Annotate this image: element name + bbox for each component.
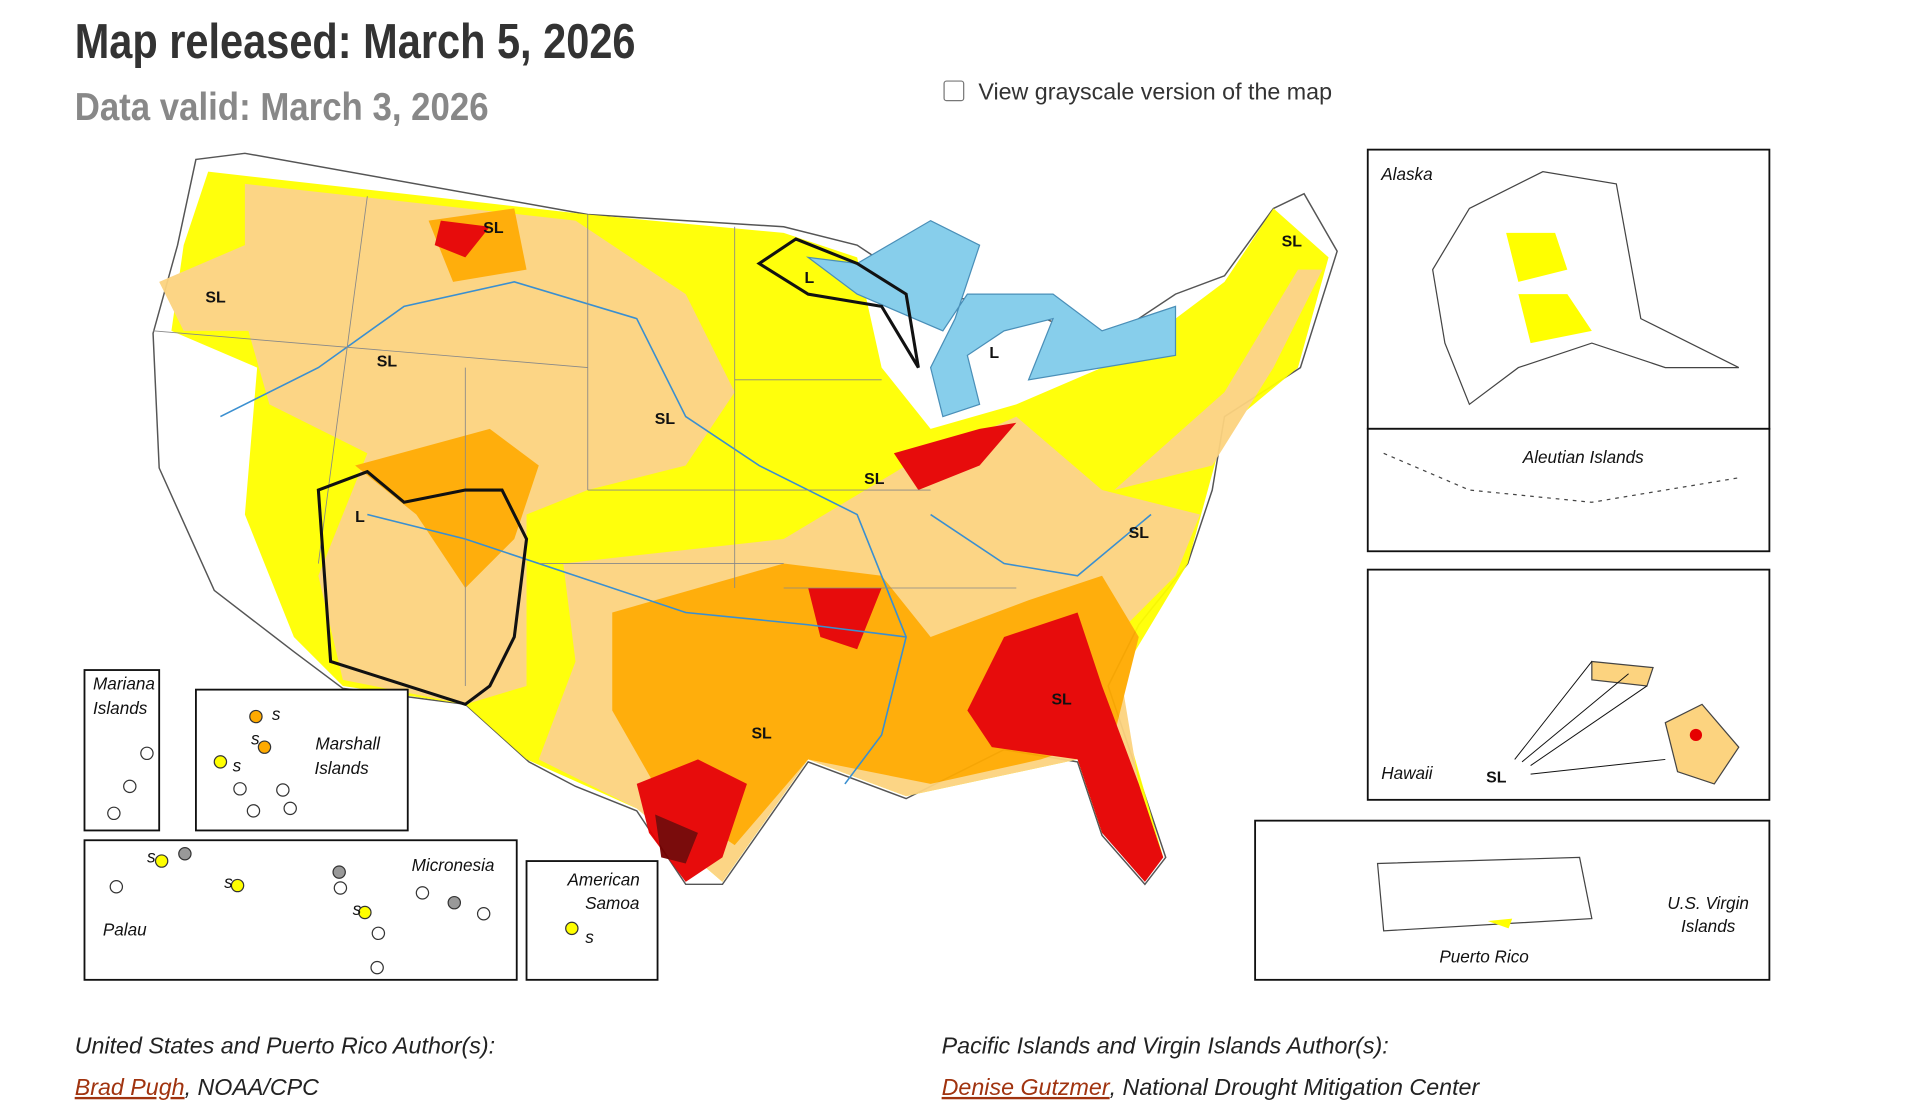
- author-link[interactable]: Brad Pugh: [75, 1074, 185, 1100]
- pacific-authors-heading: Pacific Islands and Virgin Islands Autho…: [942, 1032, 1389, 1058]
- us-author: Brad Pugh, NOAA/CPC: [75, 1074, 319, 1100]
- grayscale-checkbox[interactable]: [943, 80, 965, 102]
- region-label: SL: [205, 290, 226, 307]
- region-label: L: [805, 270, 815, 287]
- inset-label: Mariana: [93, 674, 155, 694]
- map-title: Map released: March 5, 2026: [75, 15, 636, 69]
- inset-label: Aleutian Islands: [1522, 447, 1644, 467]
- region-label: L: [989, 345, 999, 362]
- inset-label: Micronesia: [412, 855, 495, 875]
- region-label: SL: [1051, 691, 1072, 708]
- site-label: s: [147, 846, 156, 866]
- data-valid: Data valid: March 3, 2026: [75, 86, 489, 129]
- site-label: s: [585, 927, 594, 947]
- site-label: s: [224, 872, 233, 892]
- inset-label: Islands: [1681, 916, 1736, 936]
- inset-label: Islands: [93, 698, 148, 718]
- inset-label: Marshall: [315, 734, 381, 754]
- inset-label: Islands: [314, 758, 369, 778]
- author-link[interactable]: Denise Gutzmer: [942, 1074, 1111, 1100]
- inset-label: Palau: [103, 920, 147, 940]
- inset-label: Puerto Rico: [1439, 947, 1528, 967]
- site-label: s: [251, 729, 260, 749]
- region-label: L: [355, 509, 365, 526]
- region-label: SL: [377, 353, 398, 370]
- pacific-author: Denise Gutzmer, National Drought Mitigat…: [942, 1074, 1481, 1100]
- affiliation: , National Drought Mitigation Center: [1110, 1074, 1481, 1100]
- site-label: s: [272, 704, 281, 724]
- inset-label: U.S. Virgin: [1667, 893, 1749, 913]
- region-label: SL: [655, 411, 676, 428]
- inset-label: American: [567, 870, 640, 890]
- region-label: SL: [1129, 525, 1150, 542]
- region-label: SL: [1486, 770, 1507, 787]
- region-label: SL: [864, 471, 885, 488]
- inset-label: Samoa: [585, 893, 639, 913]
- insets: [83, 148, 1771, 981]
- site-label: s: [233, 756, 242, 776]
- drought-map: [152, 152, 1338, 886]
- map-labels: SL SL L SL SL L SL SL L SL SL SL SL Alaska Aleutian Is…: [93, 164, 1749, 966]
- site-label: s: [353, 899, 362, 919]
- affiliation: , NOAA/CPC: [185, 1074, 320, 1100]
- checkbox-label[interactable]: View grayscale version of the map: [978, 78, 1332, 104]
- us-authors-heading: United States and Puerto Rico Author(s):: [75, 1032, 495, 1058]
- region-label: SL: [483, 220, 504, 237]
- region-label: SL: [751, 726, 772, 743]
- region-label: SL: [1282, 233, 1303, 250]
- inset-label: Hawaii: [1381, 763, 1434, 783]
- inset-label: Alaska: [1380, 164, 1432, 184]
